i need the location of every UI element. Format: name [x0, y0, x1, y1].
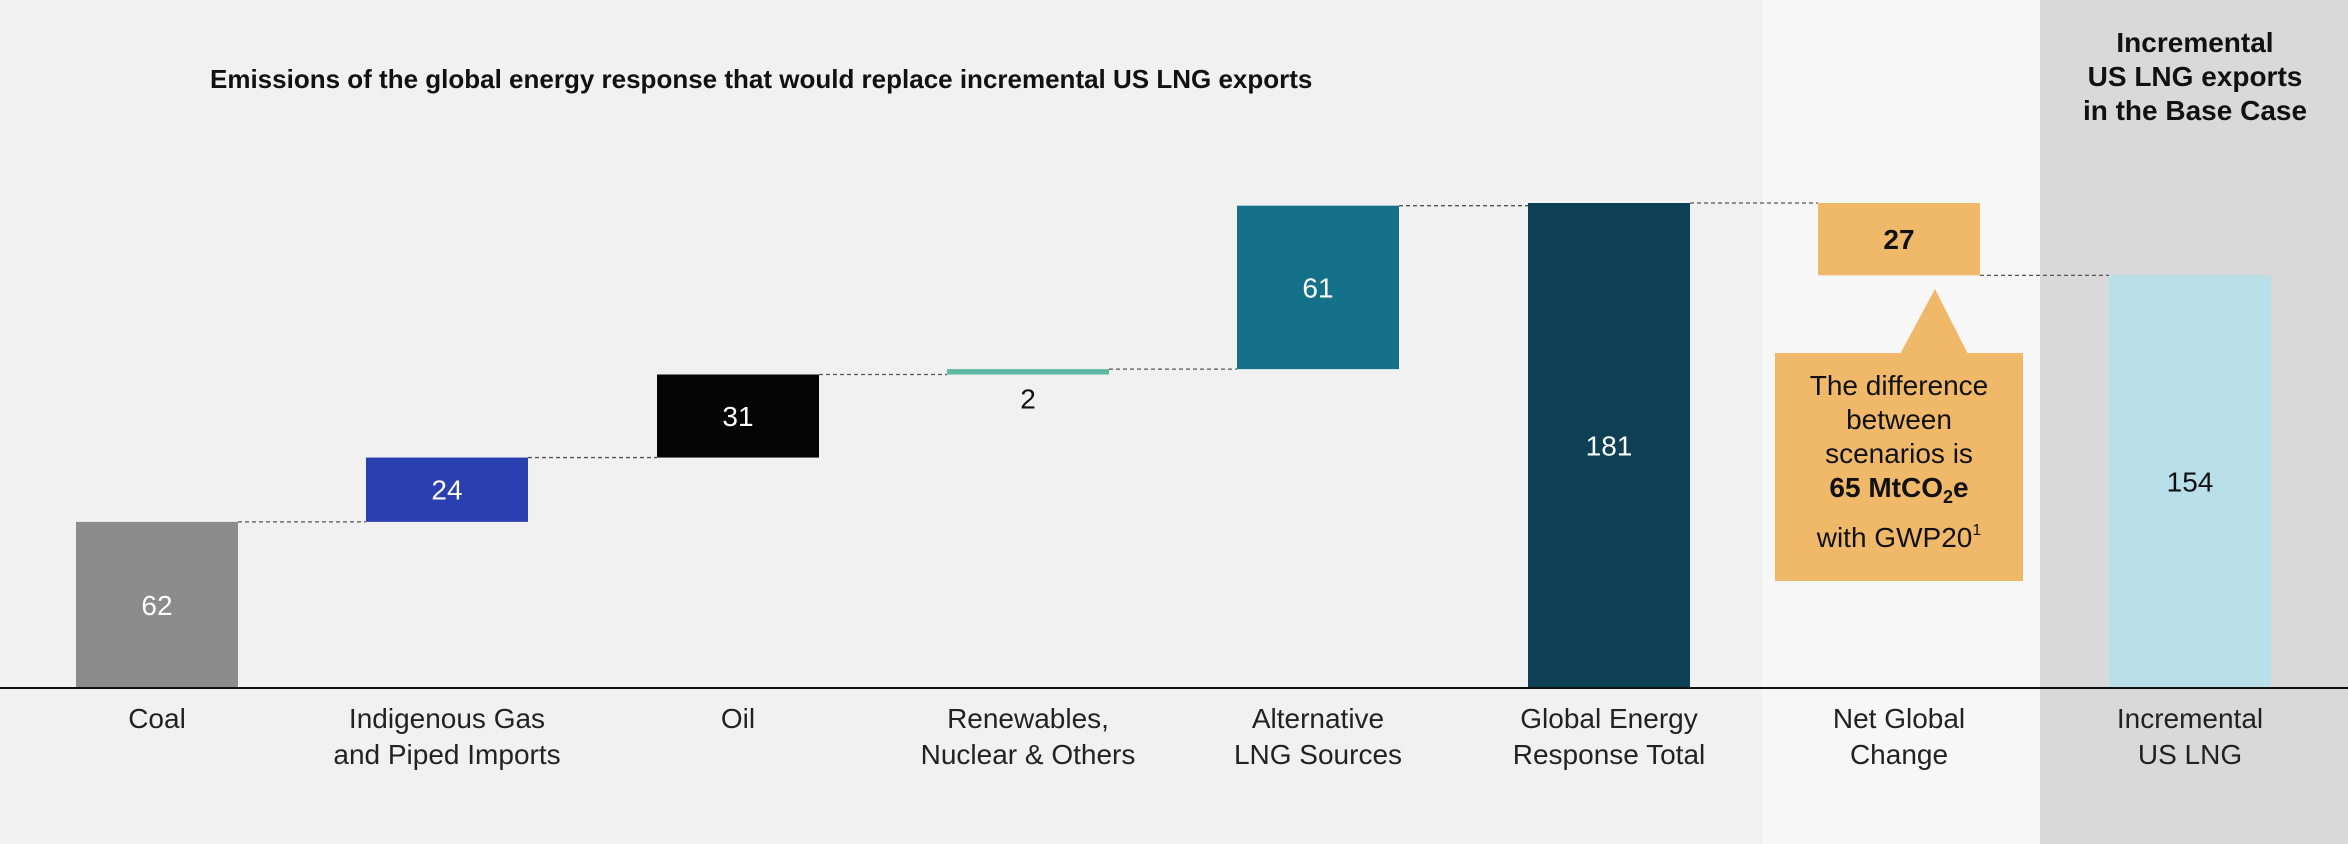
- category-label: Global Energy: [1520, 703, 1697, 734]
- callout-line: between: [1846, 404, 1952, 435]
- right-title-line: Incremental: [2116, 27, 2274, 58]
- bar-oil: [657, 374, 819, 458]
- category-label: LNG Sources: [1234, 739, 1402, 770]
- bar-value-label: 62: [141, 590, 172, 621]
- callout-pointer: [1900, 289, 1968, 354]
- bar-value-label: 181: [1586, 431, 1633, 462]
- bar-global_total: [1528, 203, 1690, 688]
- callout-gwp-text: with GWP20: [1816, 522, 1973, 553]
- category-label: Incremental: [2117, 703, 2263, 734]
- right-title-line: US LNG exports: [2087, 61, 2303, 92]
- bar-net_change: [1818, 203, 1980, 276]
- category-label: Renewables,: [947, 703, 1109, 734]
- bar-value-label: 24: [431, 475, 462, 506]
- callout-emissions-value: 65 MtCO2e: [1775, 471, 2023, 514]
- callout-line: scenarios is: [1825, 438, 1973, 469]
- category-label: and Piped Imports: [333, 739, 560, 770]
- bar-value-label: 61: [1302, 272, 1333, 303]
- category-label: Oil: [721, 703, 755, 734]
- callout-value-subscript: 2: [1942, 487, 1953, 507]
- category-label: Coal: [128, 703, 186, 734]
- category-label: Alternative: [1252, 703, 1384, 734]
- bar-coal: [76, 521, 238, 688]
- right-panel-title: Incremental US LNG exports in the Base C…: [2042, 26, 2348, 128]
- right-title-line: in the Base Case: [2082, 95, 2308, 126]
- bar-us_lng: [2109, 275, 2271, 688]
- category-label: Indigenous Gas: [349, 703, 545, 734]
- bar-indigenous: [366, 457, 528, 522]
- bar-value-label: 154: [2167, 467, 2214, 498]
- bar-value-label: 31: [722, 401, 753, 432]
- chart-title: Emissions of the global energy response …: [210, 64, 1313, 94]
- callout-line: The difference: [1809, 370, 1989, 401]
- difference-callout: The difference between scenarios is 65 M…: [1775, 353, 2023, 581]
- callout-footnote-marker: 1: [1972, 522, 1982, 539]
- left-panel-background: [0, 0, 1762, 844]
- bar-value-label: 27: [1883, 224, 1914, 255]
- bar-alternative: [1237, 205, 1399, 370]
- callout-gwp-line: with GWP201: [1775, 514, 2023, 555]
- bar-value-label: 2: [1020, 383, 1036, 414]
- callout-value-suffix: e: [1953, 472, 1969, 503]
- category-label: Response Total: [1513, 739, 1706, 770]
- callout-value-text: 65 MtCO: [1829, 472, 1943, 503]
- category-label: Net Global: [1833, 703, 1965, 734]
- bar-renewables: [947, 369, 1109, 375]
- category-label: US LNG: [2138, 739, 2242, 770]
- category-label: Nuclear & Others: [921, 739, 1136, 770]
- category-label: Change: [1850, 739, 1948, 770]
